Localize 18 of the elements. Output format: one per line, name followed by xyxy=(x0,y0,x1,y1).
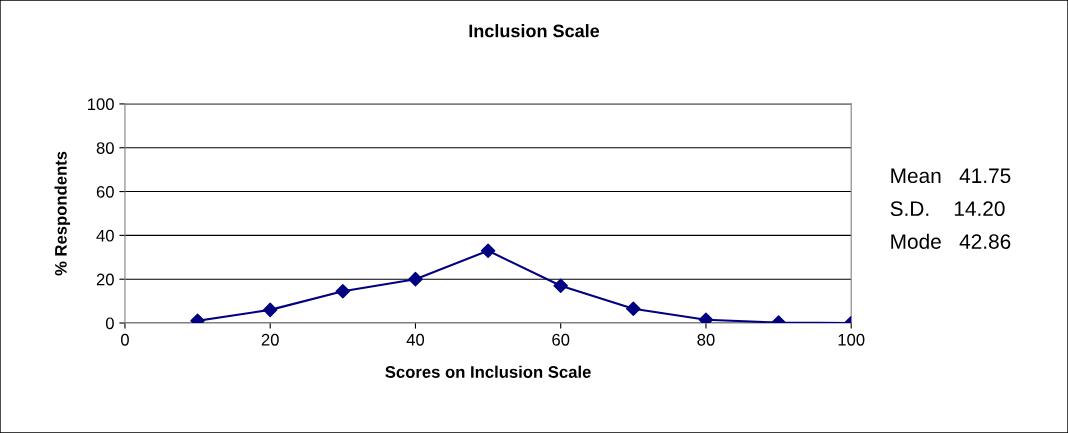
text: Mean 41.75 xyxy=(891,168,1011,184)
y-tick-label: 0 xyxy=(105,317,114,330)
x-tick-label: 40 xyxy=(406,333,425,346)
x-tick-label: 60 xyxy=(552,333,570,346)
y-axis-title: % Respondents xyxy=(54,151,71,276)
chart-title: Inclusion Scale xyxy=(469,24,600,38)
y-tick-label: 60 xyxy=(96,185,114,198)
x-axis-title: Scores on Inclusion Scale xyxy=(385,365,591,378)
x-tick-label: 80 xyxy=(697,333,715,346)
y-tick-label: 40 xyxy=(96,229,114,242)
y-tick-label: 100 xyxy=(88,98,114,111)
y-tick-label: 80 xyxy=(96,142,114,154)
text: S.D. 14.20 xyxy=(890,201,1005,217)
x-tick-label: 0 xyxy=(120,333,129,346)
text: Mode 42.86 xyxy=(891,233,1011,249)
y-tick-label: 20 xyxy=(96,273,114,286)
x-tick-label: 20 xyxy=(261,333,279,346)
x-tick-label: 100 xyxy=(838,333,865,346)
